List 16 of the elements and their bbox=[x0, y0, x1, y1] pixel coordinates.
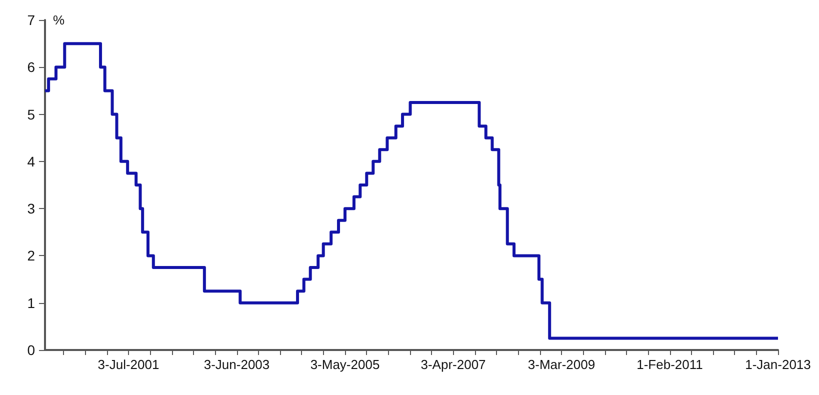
x-tick-label: 3-Jun-2003 bbox=[204, 357, 270, 372]
x-tick-label: 3-Apr-2007 bbox=[420, 357, 486, 372]
y-tick-label: 1 bbox=[27, 294, 36, 311]
y-tick-label: 4 bbox=[27, 153, 36, 170]
y-tick-label: 3 bbox=[27, 200, 36, 217]
x-tick-label: 1-Jan-2013 bbox=[745, 357, 811, 372]
x-tick-label: 3-Jul-2001 bbox=[98, 357, 160, 372]
y-tick-label: 2 bbox=[27, 248, 36, 264]
y-tick-label: 5 bbox=[27, 106, 36, 122]
x-tick-label: 1-Feb-2011 bbox=[636, 357, 703, 372]
y-axis-title: % bbox=[53, 12, 65, 28]
y-tick-label: 0 bbox=[27, 342, 36, 358]
x-tick-label: 3-Mar-2009 bbox=[528, 357, 596, 372]
y-tick-label: 6 bbox=[27, 59, 36, 76]
y-tick-label: 7 bbox=[27, 12, 36, 28]
x-tick-label: 3-May-2005 bbox=[310, 357, 380, 372]
